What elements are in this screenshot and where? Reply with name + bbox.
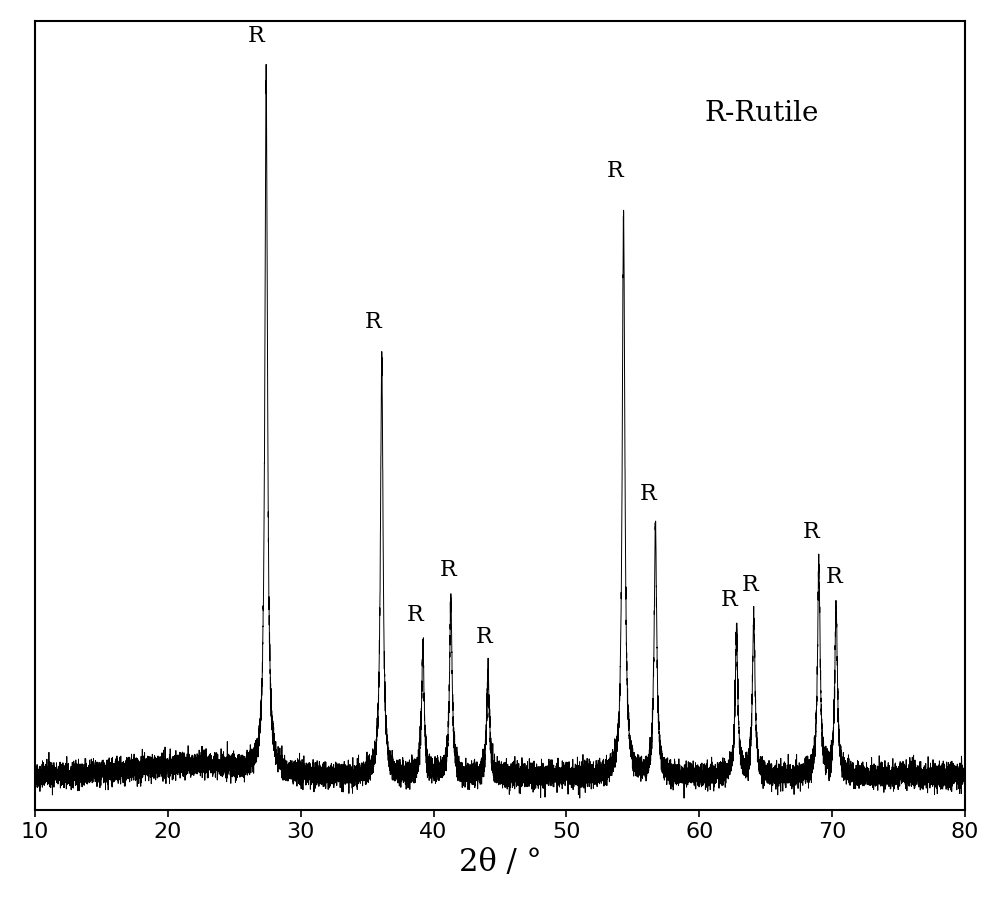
Text: R-Rutile: R-Rutile [705,100,819,127]
Text: R: R [364,311,381,333]
Text: R: R [721,589,737,610]
Text: R: R [248,25,264,47]
Text: R: R [742,574,759,596]
Text: R: R [606,160,623,182]
Text: R: R [440,558,457,581]
Text: R: R [407,604,424,626]
Text: R: R [803,521,820,543]
Text: R: R [639,484,656,505]
Text: R: R [476,627,493,648]
X-axis label: 2θ / °: 2θ / ° [459,847,541,878]
Text: R: R [825,566,842,588]
